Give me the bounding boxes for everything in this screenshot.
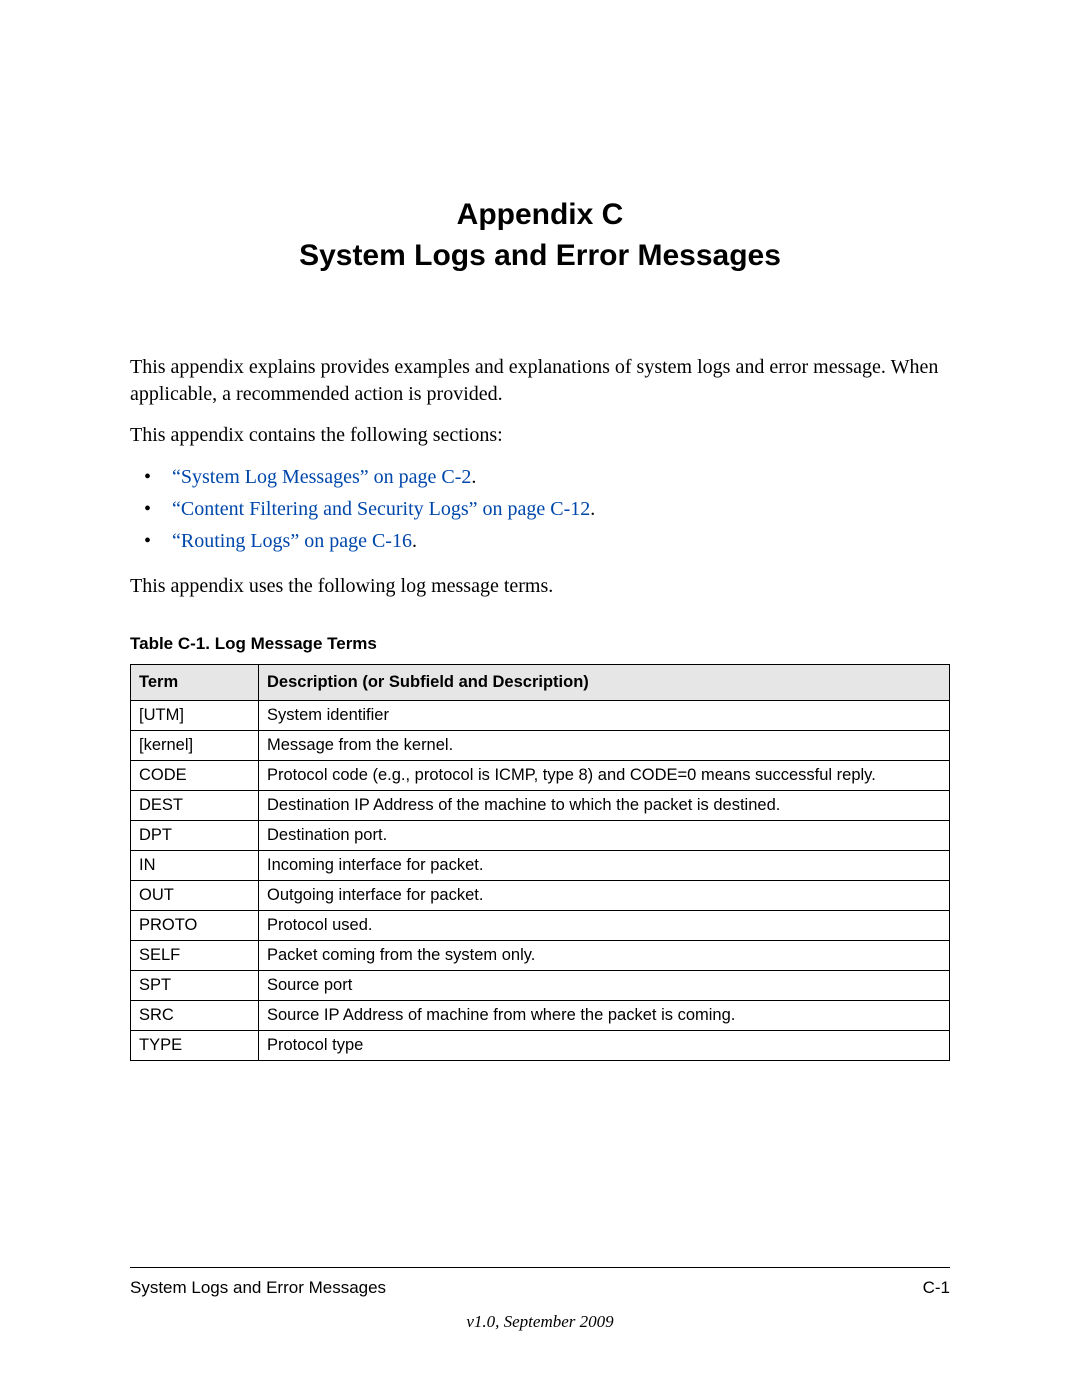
desc-cell: Outgoing interface for packet. bbox=[259, 881, 950, 911]
term-cell: [UTM] bbox=[131, 701, 259, 731]
term-cell: CODE bbox=[131, 761, 259, 791]
term-cell: DEST bbox=[131, 791, 259, 821]
section-links-list: “System Log Messages” on page C-2. “Cont… bbox=[130, 463, 950, 559]
desc-cell: System identifier bbox=[259, 701, 950, 731]
intro-paragraph-2: This appendix contains the following sec… bbox=[130, 422, 950, 449]
desc-cell: Incoming interface for packet. bbox=[259, 851, 950, 881]
footer-row: System Logs and Error Messages C-1 bbox=[130, 1278, 950, 1298]
desc-cell: Destination IP Address of the machine to… bbox=[259, 791, 950, 821]
list-item: “System Log Messages” on page C-2. bbox=[130, 463, 950, 492]
term-cell: SRC bbox=[131, 1001, 259, 1031]
desc-cell: Source IP Address of machine from where … bbox=[259, 1001, 950, 1031]
desc-cell: Protocol used. bbox=[259, 911, 950, 941]
table-row: DEST Destination IP Address of the machi… bbox=[131, 791, 950, 821]
footer-right: C-1 bbox=[923, 1278, 950, 1298]
table-row: SRC Source IP Address of machine from wh… bbox=[131, 1001, 950, 1031]
term-cell: DPT bbox=[131, 821, 259, 851]
footer-version: v1.0, September 2009 bbox=[130, 1312, 950, 1332]
term-cell: PROTO bbox=[131, 911, 259, 941]
link-suffix: . bbox=[590, 498, 595, 520]
table-header-term: Term bbox=[131, 665, 259, 701]
table-header-desc: Description (or Subfield and Description… bbox=[259, 665, 950, 701]
list-item: “Routing Logs” on page C-16. bbox=[130, 527, 950, 556]
desc-cell: Destination port. bbox=[259, 821, 950, 851]
title-line-2: System Logs and Error Messages bbox=[130, 236, 950, 277]
link-suffix: . bbox=[471, 466, 476, 488]
table-row: CODE Protocol code (e.g., protocol is IC… bbox=[131, 761, 950, 791]
log-terms-table: Term Description (or Subfield and Descri… bbox=[130, 664, 950, 1061]
desc-cell: Packet coming from the system only. bbox=[259, 941, 950, 971]
section-link[interactable]: “Content Filtering and Security Logs” on… bbox=[172, 498, 590, 520]
term-cell: [kernel] bbox=[131, 731, 259, 761]
footer-rule bbox=[130, 1267, 950, 1268]
term-cell: SPT bbox=[131, 971, 259, 1001]
footer-left: System Logs and Error Messages bbox=[130, 1278, 386, 1298]
table-row: [UTM] System identifier bbox=[131, 701, 950, 731]
page-title-block: Appendix C System Logs and Error Message… bbox=[130, 195, 950, 276]
term-cell: OUT bbox=[131, 881, 259, 911]
term-cell: SELF bbox=[131, 941, 259, 971]
table-row: PROTO Protocol used. bbox=[131, 911, 950, 941]
table-row: SPT Source port bbox=[131, 971, 950, 1001]
document-page: Appendix C System Logs and Error Message… bbox=[0, 0, 1080, 1397]
table-row: DPT Destination port. bbox=[131, 821, 950, 851]
link-suffix: . bbox=[412, 530, 417, 552]
term-cell: IN bbox=[131, 851, 259, 881]
desc-cell: Message from the kernel. bbox=[259, 731, 950, 761]
table-row: SELF Packet coming from the system only. bbox=[131, 941, 950, 971]
desc-cell: Source port bbox=[259, 971, 950, 1001]
table-row: TYPE Protocol type bbox=[131, 1031, 950, 1061]
table-row: OUT Outgoing interface for packet. bbox=[131, 881, 950, 911]
intro-paragraph-1: This appendix explains provides examples… bbox=[130, 354, 950, 408]
title-line-1: Appendix C bbox=[130, 195, 950, 236]
table-row: [kernel] Message from the kernel. bbox=[131, 731, 950, 761]
table-caption: Table C-1. Log Message Terms bbox=[130, 634, 950, 654]
list-item: “Content Filtering and Security Logs” on… bbox=[130, 495, 950, 524]
table-header-row: Term Description (or Subfield and Descri… bbox=[131, 665, 950, 701]
section-link[interactable]: “System Log Messages” on page C-2 bbox=[172, 466, 471, 488]
section-link[interactable]: “Routing Logs” on page C-16 bbox=[172, 530, 412, 552]
desc-cell: Protocol code (e.g., protocol is ICMP, t… bbox=[259, 761, 950, 791]
term-cell: TYPE bbox=[131, 1031, 259, 1061]
after-list-paragraph: This appendix uses the following log mes… bbox=[130, 573, 950, 600]
table-row: IN Incoming interface for packet. bbox=[131, 851, 950, 881]
page-footer: System Logs and Error Messages C-1 v1.0,… bbox=[130, 1267, 950, 1332]
desc-cell: Protocol type bbox=[259, 1031, 950, 1061]
